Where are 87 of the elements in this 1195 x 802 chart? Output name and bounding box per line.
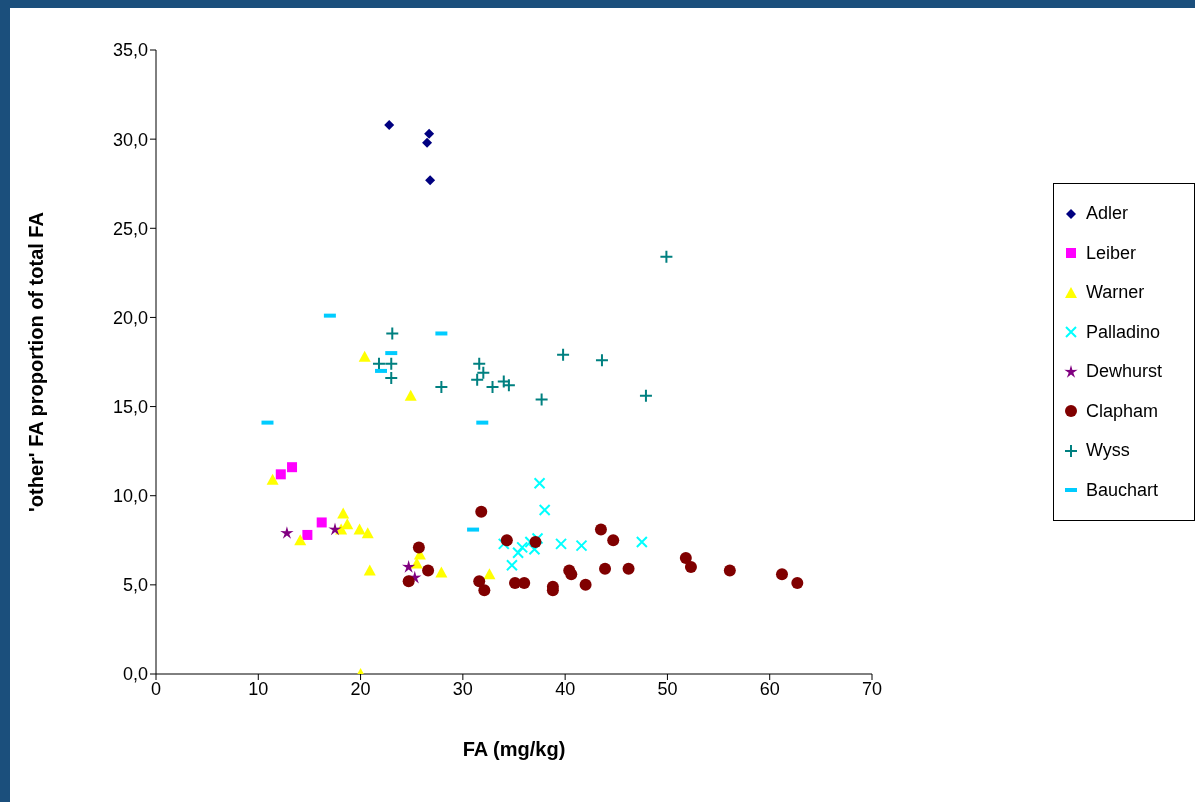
point	[363, 564, 376, 576]
point	[684, 561, 697, 574]
point	[384, 356, 399, 371]
point	[422, 137, 433, 148]
y-tick-label: 20,0	[112, 307, 148, 328]
point	[412, 541, 425, 554]
point	[555, 537, 568, 550]
point	[316, 517, 327, 528]
y-tick-label: 5,0	[122, 575, 148, 596]
point	[775, 568, 788, 581]
y-tick-label: 15,0	[112, 396, 148, 417]
x-tick-label: 10	[248, 678, 269, 699]
point	[358, 350, 371, 362]
point	[575, 539, 588, 552]
point	[512, 546, 525, 559]
point	[328, 522, 342, 536]
point	[384, 371, 399, 386]
point	[337, 507, 350, 519]
point	[401, 560, 416, 573]
point	[565, 568, 578, 581]
point	[422, 564, 435, 577]
point	[385, 326, 400, 341]
point	[594, 353, 609, 368]
legend-label: Leiber	[1086, 242, 1137, 264]
point	[483, 568, 496, 580]
point	[353, 523, 366, 535]
point	[475, 505, 488, 518]
point	[635, 536, 648, 549]
point	[384, 119, 395, 130]
point	[425, 175, 436, 186]
point	[485, 379, 500, 394]
point	[533, 477, 546, 490]
x-tick-label: 30	[452, 678, 473, 699]
x-tick-label: 60	[759, 678, 780, 699]
point	[266, 473, 279, 485]
y-tick-label: 25,0	[112, 218, 148, 239]
point	[529, 536, 542, 549]
point	[470, 372, 485, 387]
point	[371, 356, 386, 371]
point	[280, 526, 294, 539]
point	[534, 392, 549, 407]
point	[341, 518, 354, 530]
legend-label: Palladino	[1086, 321, 1161, 343]
point	[302, 529, 313, 540]
legend-label: Wyss	[1086, 440, 1130, 462]
point	[556, 347, 571, 362]
legend-label: Bauchart	[1086, 479, 1159, 501]
y-tick-label: 10,0	[112, 486, 148, 507]
point	[478, 584, 491, 597]
point	[538, 503, 551, 516]
point	[361, 527, 374, 539]
legend-label: Dewhurst	[1086, 361, 1163, 383]
point	[473, 575, 486, 588]
point	[294, 534, 307, 546]
y-tick-label: 0,0	[122, 664, 148, 685]
point	[402, 575, 415, 588]
point	[638, 388, 653, 403]
point	[505, 559, 518, 572]
point	[594, 523, 607, 536]
point	[607, 534, 620, 547]
point	[516, 541, 529, 554]
point	[622, 562, 635, 575]
y-tick-label: 35,0	[112, 40, 148, 61]
legend-label: Warner	[1086, 282, 1145, 304]
point	[723, 564, 736, 577]
x-tick-label: 70	[861, 678, 883, 699]
point	[404, 389, 417, 401]
y-axis-title: 'other' FA proportion of total FA	[25, 212, 48, 512]
point	[659, 249, 674, 264]
legend-label: Adler	[1086, 203, 1129, 225]
point	[287, 462, 298, 473]
point	[791, 577, 804, 590]
point	[434, 379, 449, 394]
legend-label: Clapham	[1086, 400, 1159, 422]
point	[599, 562, 612, 575]
x-tick-label: 20	[350, 678, 371, 699]
point	[518, 577, 531, 590]
point	[579, 578, 592, 591]
x-tick-label: 40	[555, 678, 576, 699]
point	[435, 566, 448, 578]
point	[424, 128, 435, 139]
x-tick-label: 0	[150, 678, 162, 699]
x-tick-label: 50	[657, 678, 678, 699]
y-tick-label: 30,0	[112, 129, 148, 150]
point	[679, 552, 692, 565]
point	[275, 469, 286, 480]
x-axis-title: FA (mg/kg)	[462, 738, 566, 760]
